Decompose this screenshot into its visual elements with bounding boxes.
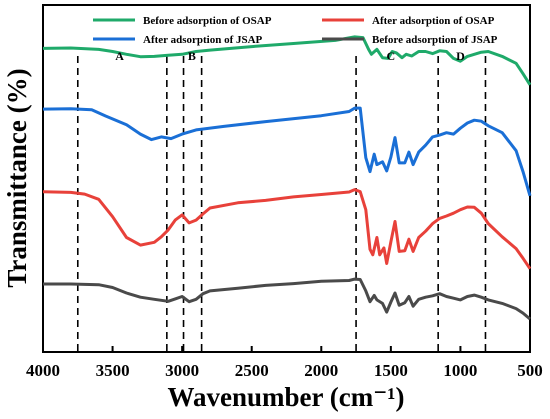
x-tick-label: 3000 bbox=[165, 361, 199, 380]
legend-entry: After adsorption of JSAP bbox=[143, 34, 263, 46]
region-labels: A B C D bbox=[115, 49, 465, 63]
legend-entry: Before adsorption of OSAP bbox=[143, 15, 272, 27]
x-tick-label: 3500 bbox=[96, 361, 130, 380]
x-tick-label: 500 bbox=[517, 361, 543, 380]
reference-lines bbox=[76, 56, 487, 352]
x-tick-label: 2000 bbox=[304, 361, 338, 380]
series-line bbox=[42, 35, 532, 86]
series-line bbox=[43, 277, 531, 321]
legend-entry: After adsorption of OSAP bbox=[372, 15, 495, 27]
region-label: C bbox=[387, 49, 396, 63]
legend-entry: Before adsorption of JSAP bbox=[372, 34, 498, 46]
series-line bbox=[42, 106, 532, 197]
x-tick-label: 1500 bbox=[374, 361, 408, 380]
x-axis-title: Wavenumber (cm⁻¹) bbox=[167, 382, 404, 412]
legend: Before adsorption of OSAP After adsorptio… bbox=[93, 15, 498, 46]
x-tick-label: 2500 bbox=[235, 361, 269, 380]
region-label: A bbox=[115, 49, 124, 63]
x-tick-label: 1000 bbox=[443, 361, 477, 380]
y-axis-title: Transmittance (%) bbox=[2, 68, 32, 287]
series-lines bbox=[42, 35, 532, 321]
series-line bbox=[42, 188, 532, 270]
x-axis-ticks: 4000 3500 3000 2500 2000 1500 1000 500 bbox=[26, 346, 543, 380]
plot-frame bbox=[42, 4, 531, 353]
region-label: B bbox=[188, 49, 196, 63]
region-label: D bbox=[456, 49, 465, 63]
x-tick-label: 4000 bbox=[26, 361, 60, 380]
